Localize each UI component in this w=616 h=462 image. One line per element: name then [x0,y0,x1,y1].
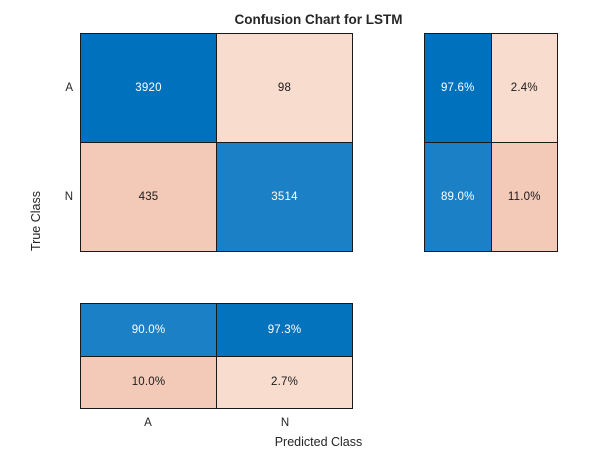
row-summary-panel: 97.6% 2.4% 89.0% 11.0% [424,33,558,252]
y-tick-label: A [65,82,73,94]
matrix-cell: 435 [81,143,216,251]
matrix-cell: 3920 [81,34,216,142]
x-tick-label: A [144,417,152,429]
col-summary-cell: 97.3% [217,304,352,356]
col-summary-cell: 2.7% [217,356,352,408]
chart-title: Confusion Chart for LSTM [234,12,403,27]
matrix-cell: 98 [217,34,352,142]
x-tick-label: N [280,417,290,429]
y-axis-label: True Class [29,191,43,251]
y-tick-label: N [64,191,73,203]
confusion-matrix-panel: 3920 98 435 3514 [80,33,353,252]
row-summary-cell: 97.6% [425,34,491,142]
matrix-cell: 3514 [217,143,352,251]
x-axis-label: Predicted Class [274,435,363,449]
row-summary-cell: 89.0% [425,143,491,251]
col-summary-cell: 90.0% [81,304,216,356]
column-summary-panel: 90.0% 97.3% 10.0% 2.7% [80,303,353,409]
row-summary-cell: 11.0% [491,143,557,251]
col-summary-cell: 10.0% [81,356,216,408]
row-summary-cell: 2.4% [491,34,557,142]
